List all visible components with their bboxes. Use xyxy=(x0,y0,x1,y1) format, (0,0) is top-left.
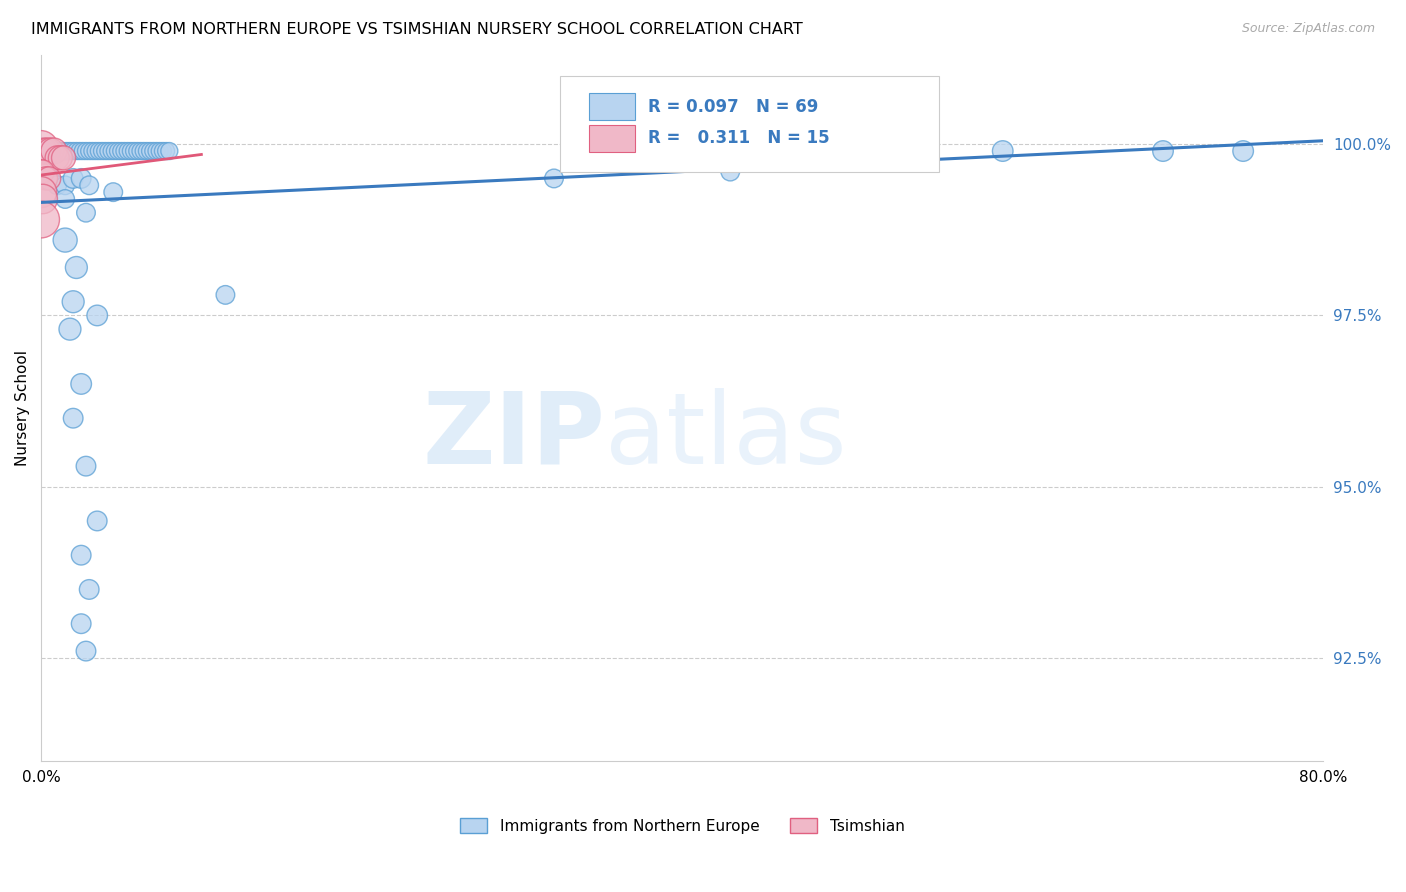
Point xyxy=(91,144,114,158)
Point xyxy=(114,144,136,158)
Point xyxy=(122,144,145,158)
Point xyxy=(62,171,84,186)
Point xyxy=(39,144,62,158)
Point xyxy=(59,144,82,158)
Point xyxy=(1232,144,1254,158)
Point xyxy=(110,144,132,158)
FancyBboxPatch shape xyxy=(561,77,939,171)
Legend: Immigrants from Northern Europe, Tsimshian: Immigrants from Northern Europe, Tsimshi… xyxy=(460,818,904,834)
Point xyxy=(107,144,129,158)
Point xyxy=(38,144,60,158)
Point xyxy=(1152,144,1174,158)
Point xyxy=(38,171,60,186)
Point xyxy=(77,582,100,597)
Point xyxy=(42,144,65,158)
Point xyxy=(152,144,174,158)
Point xyxy=(72,144,94,158)
Point xyxy=(84,144,107,158)
Point xyxy=(30,185,52,199)
Point xyxy=(75,144,97,158)
Point xyxy=(139,144,162,158)
Point xyxy=(53,192,76,206)
Point xyxy=(75,459,97,474)
Point xyxy=(70,548,93,562)
Point xyxy=(75,644,97,658)
Point xyxy=(543,171,565,186)
Point xyxy=(46,178,69,193)
Point xyxy=(831,144,853,158)
Point xyxy=(155,144,177,158)
Point xyxy=(62,144,84,158)
Point xyxy=(991,144,1014,158)
Point xyxy=(132,144,155,158)
Point xyxy=(70,376,93,391)
Point xyxy=(75,205,97,219)
Point xyxy=(87,144,110,158)
Point xyxy=(52,151,75,165)
Text: Source: ZipAtlas.com: Source: ZipAtlas.com xyxy=(1241,22,1375,36)
Point xyxy=(46,144,69,158)
Text: IMMIGRANTS FROM NORTHERN EUROPE VS TSIMSHIAN NURSERY SCHOOL CORRELATION CHART: IMMIGRANTS FROM NORTHERN EUROPE VS TSIMS… xyxy=(31,22,803,37)
FancyBboxPatch shape xyxy=(589,94,634,120)
Y-axis label: Nursery School: Nursery School xyxy=(15,350,30,466)
Point xyxy=(149,144,172,158)
Point xyxy=(34,144,56,158)
Point xyxy=(70,171,93,186)
Point xyxy=(157,144,180,158)
Point xyxy=(104,144,127,158)
Point xyxy=(103,185,125,199)
Point xyxy=(46,151,69,165)
Point xyxy=(31,192,53,206)
Point xyxy=(35,171,58,186)
FancyBboxPatch shape xyxy=(589,125,634,152)
Point xyxy=(52,144,75,158)
Point xyxy=(34,144,56,158)
Text: ZIP: ZIP xyxy=(422,388,605,484)
Point xyxy=(77,178,100,193)
Point xyxy=(37,144,59,158)
Point xyxy=(30,164,52,178)
Point xyxy=(53,178,76,193)
Point xyxy=(145,144,167,158)
Point xyxy=(53,233,76,247)
Point xyxy=(49,144,72,158)
Point xyxy=(30,140,52,154)
Point xyxy=(30,212,52,227)
Point xyxy=(62,411,84,425)
Point xyxy=(97,144,120,158)
Point xyxy=(55,144,77,158)
Text: atlas: atlas xyxy=(605,388,846,484)
Point xyxy=(65,144,87,158)
Point xyxy=(135,144,157,158)
Point xyxy=(49,151,72,165)
Point xyxy=(86,514,108,528)
Point xyxy=(718,164,741,178)
Point xyxy=(129,144,152,158)
Point xyxy=(117,144,139,158)
Point xyxy=(70,616,93,631)
Point xyxy=(94,144,117,158)
Point xyxy=(142,144,165,158)
Point xyxy=(65,260,87,275)
Point xyxy=(31,164,53,178)
Text: R = 0.097   N = 69: R = 0.097 N = 69 xyxy=(648,97,818,116)
Point xyxy=(62,294,84,309)
Point xyxy=(77,144,100,158)
Point xyxy=(38,171,60,186)
Point xyxy=(100,144,122,158)
Point xyxy=(42,144,65,158)
Point xyxy=(59,322,82,336)
Point xyxy=(30,140,52,154)
Point xyxy=(127,144,149,158)
Point xyxy=(120,144,142,158)
Point xyxy=(69,144,91,158)
Point xyxy=(214,288,236,302)
Point xyxy=(86,309,108,323)
Point xyxy=(82,144,104,158)
Text: R =   0.311   N = 15: R = 0.311 N = 15 xyxy=(648,129,830,147)
